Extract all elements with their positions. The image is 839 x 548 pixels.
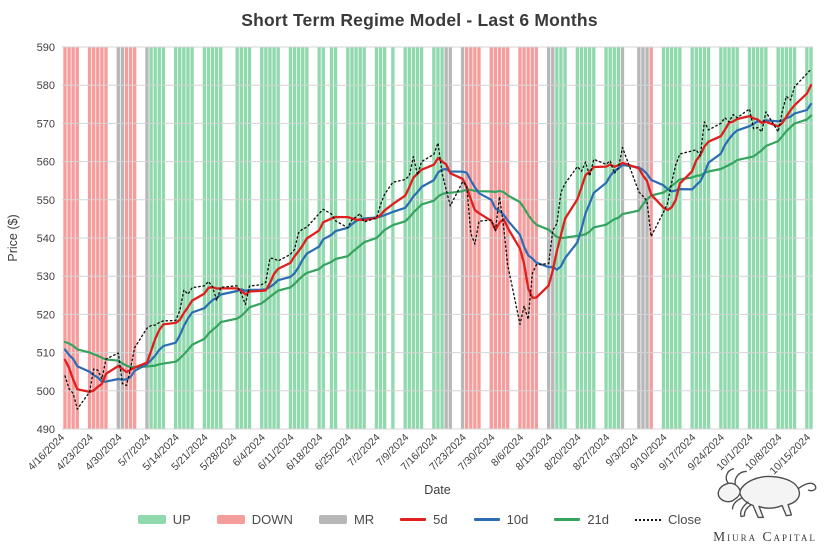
legend-item-close: Close: [635, 512, 701, 527]
series-21d: [63, 114, 813, 369]
brand-name: Miura Capital: [713, 529, 817, 544]
legend-swatch-5d: [400, 518, 427, 521]
legend-item-mr: MR: [318, 512, 375, 527]
svg-text:520: 520: [37, 309, 55, 321]
x-axis-label: Date: [424, 483, 450, 497]
svg-text:580: 580: [37, 80, 55, 92]
chart-title: Short Term Regime Model - Last 6 Months: [241, 10, 598, 30]
svg-text:560: 560: [37, 157, 55, 169]
legend-item-5d: 5d: [400, 512, 448, 527]
brand-logo: Miura Capital: [697, 462, 833, 545]
bull-icon: [717, 468, 817, 519]
svg-text:490: 490: [37, 424, 55, 436]
y-axis-label: Price ($): [6, 214, 20, 261]
legend-label: 5d: [433, 512, 448, 527]
legend-item-down: DOWN: [216, 512, 293, 527]
gridlines: [62, 46, 813, 430]
svg-text:540: 540: [37, 233, 55, 245]
legend-label: 21d: [587, 512, 610, 527]
legend-swatch-up: [137, 515, 166, 524]
svg-text:570: 570: [37, 118, 55, 130]
legend-swatch-close: [635, 518, 662, 521]
svg-text:590: 590: [37, 42, 55, 54]
legend-item-21d: 21d: [554, 512, 609, 527]
legend-item-up: UP: [137, 512, 191, 527]
legend: UP DOWN MR 5d 10d 21d Close: [0, 512, 839, 527]
series-close: [64, 68, 812, 410]
legend-label: DOWN: [251, 512, 293, 527]
y-axis-ticks: 490 500 510 520 530 540 550 560 570 580 590: [37, 42, 55, 436]
legend-label: UP: [172, 512, 191, 527]
series-5d: [63, 84, 813, 394]
legend-swatch-down: [216, 515, 245, 524]
legend-label: MR: [353, 512, 375, 527]
series-10d: [63, 102, 813, 383]
svg-text:530: 530: [37, 271, 55, 283]
legend-item-10d: 10d: [473, 512, 529, 527]
x-axis-ticks: 4/16/20244/23/20244/30/20245/7/20245/14/…: [26, 432, 814, 478]
legend-swatch-10d: [473, 518, 500, 521]
regime-chart-canvas: 490 500 510 520 530 540 550 560 570 580 590 4/16/20…: [6, 42, 814, 497]
svg-text:500: 500: [37, 386, 55, 398]
legend-label: 10d: [506, 512, 529, 527]
legend-label: Close: [668, 512, 702, 527]
legend-swatch-21d: [554, 518, 581, 521]
legend-swatch-mr: [318, 515, 347, 524]
svg-text:510: 510: [37, 348, 55, 360]
regime-chart: 490 500 510 520 530 540 550 560 570 580 590 4/16/20…: [6, 42, 814, 497]
svg-text:550: 550: [37, 195, 55, 207]
